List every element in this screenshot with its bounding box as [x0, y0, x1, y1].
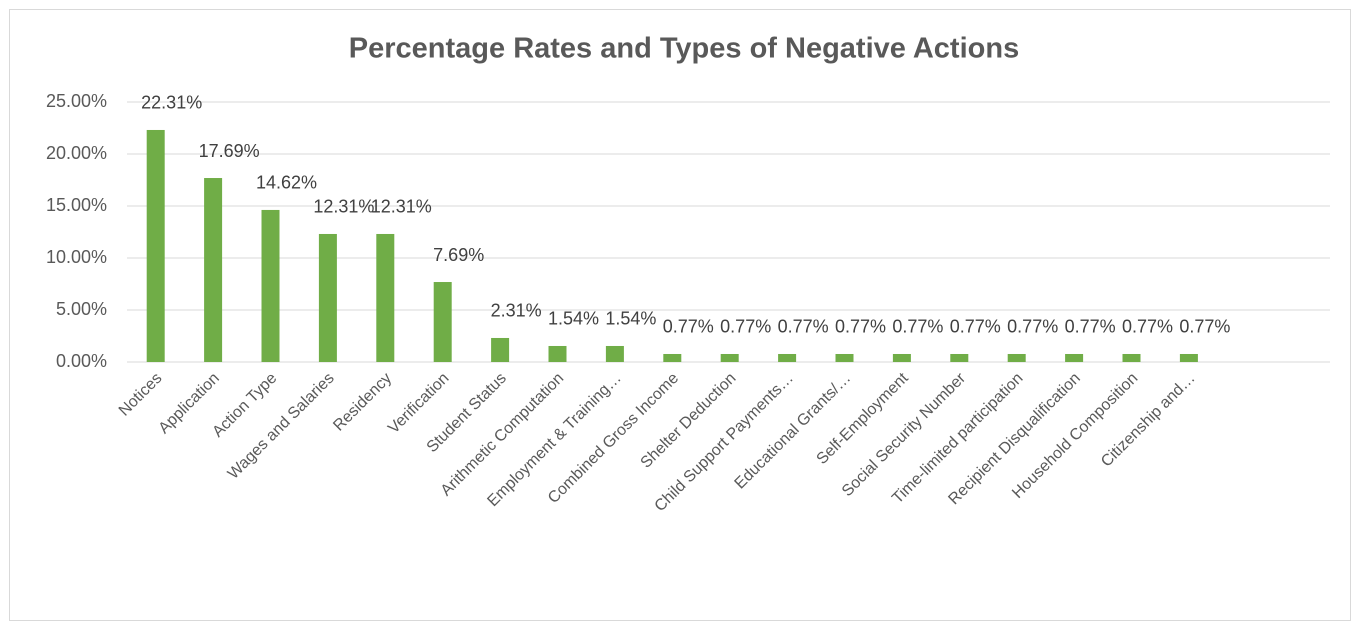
bar: [491, 337, 510, 362]
data-label: 7.69%: [433, 245, 484, 265]
data-label: 0.77%: [892, 317, 943, 337]
bar: [605, 345, 624, 362]
data-label: 22.31%: [141, 93, 202, 113]
bar: [318, 233, 337, 362]
data-label: 17.69%: [199, 141, 260, 161]
bar: [146, 129, 165, 362]
bar: [376, 233, 395, 362]
data-label: 1.54%: [605, 309, 656, 329]
data-label: 0.77%: [1122, 317, 1173, 337]
bar: [950, 353, 969, 362]
data-label: 0.77%: [663, 317, 714, 337]
data-label: 1.54%: [548, 309, 599, 329]
bar: [1179, 353, 1198, 362]
chart-border: [9, 9, 1351, 621]
y-tick-label: 25.00%: [46, 91, 107, 111]
bar: [1122, 353, 1141, 362]
data-label: 0.77%: [950, 317, 1001, 337]
bar: [548, 345, 567, 362]
bar: [1065, 353, 1084, 362]
data-label: 14.62%: [256, 173, 317, 193]
y-tick-label: 20.00%: [46, 143, 107, 163]
data-label: 0.77%: [778, 317, 829, 337]
data-label: 0.77%: [720, 317, 771, 337]
y-tick-label: 0.00%: [56, 351, 107, 371]
bar: [892, 353, 911, 362]
data-label: 12.31%: [371, 197, 432, 217]
bar: [1007, 353, 1026, 362]
bar: [720, 353, 739, 362]
bar: [204, 178, 223, 362]
data-label: 12.31%: [313, 197, 374, 217]
chart-title: Percentage Rates and Types of Negative A…: [349, 33, 1019, 65]
bar: [663, 353, 682, 362]
data-label: 0.77%: [835, 317, 886, 337]
bar: [261, 209, 280, 362]
bar: [433, 282, 452, 362]
data-label: 0.77%: [1007, 317, 1058, 337]
bar: [778, 353, 797, 362]
y-tick-label: 5.00%: [56, 299, 107, 319]
data-label: 2.31%: [491, 301, 542, 321]
data-label: 0.77%: [1179, 317, 1230, 337]
bar: [835, 353, 854, 362]
y-tick-label: 15.00%: [46, 195, 107, 215]
data-label: 0.77%: [1065, 317, 1116, 337]
y-tick-label: 10.00%: [46, 247, 107, 267]
